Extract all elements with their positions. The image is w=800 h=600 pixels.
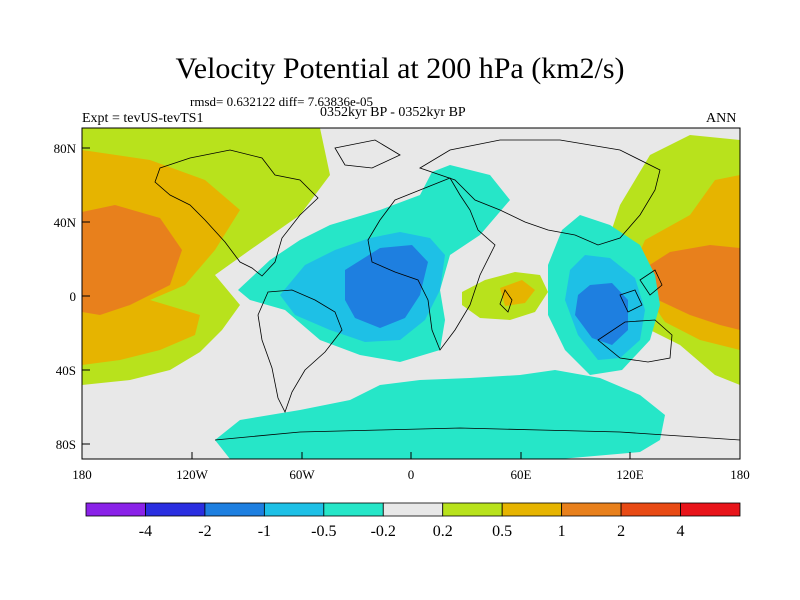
colorbar-label: -4 (139, 523, 152, 540)
pacific-west-strong-positive (82, 205, 182, 315)
colorbar-label: -0.5 (311, 523, 336, 540)
stats-label: rmsd= 0.632122 diff= 7.63836e-05 (190, 94, 374, 109)
lat-tick-label: 40N (54, 215, 77, 230)
lon-tick-label: 60W (289, 467, 315, 482)
lon-tick-label: 180 (730, 467, 750, 482)
southern-ocean-weak-negative (215, 370, 665, 459)
lon-tick-label: 120E (616, 467, 644, 482)
period-label: 0352kyr BP - 0352kyr BP (320, 105, 466, 120)
colorbar (85, 502, 741, 517)
colorbar-swatch (323, 502, 384, 517)
colorbar-swatch (263, 502, 325, 517)
map-title: Velocity Potential at 200 hPa (km2/s) (175, 52, 625, 85)
colorbar-label: 4 (677, 523, 685, 540)
colorbar-labels: -4 -2 -1 -0.5 -0.2 0.2 0.5 1 2 4 (139, 523, 685, 540)
colorbar-swatch (442, 502, 503, 517)
colorbar-label: 1 (558, 523, 566, 540)
colorbar-label: -0.2 (371, 523, 396, 540)
lat-tick-label: 40S (56, 363, 76, 378)
colorbar-swatch (145, 502, 206, 517)
colorbar-swatch (620, 502, 681, 517)
lat-tick-label: 80N (54, 141, 77, 156)
lat-axis: 80N 40N 0 40S 80S (54, 141, 90, 452)
atlantic-africa-strong-negative (345, 245, 428, 328)
colorbar-swatch (85, 502, 146, 517)
colorbar-swatch (680, 502, 741, 517)
lon-axis: 180 120W 60W 0 60E 120E 180 (72, 452, 750, 482)
colorbar-swatch (204, 502, 265, 517)
lon-tick-label: 0 (408, 467, 415, 482)
lon-tick-label: 60E (511, 467, 532, 482)
experiment-label: Expt = tevUS-tevTS1 (82, 111, 204, 126)
colorbar-label: 0.2 (433, 523, 453, 540)
lat-tick-label: 0 (70, 289, 77, 304)
lat-tick-label: 80S (56, 437, 76, 452)
colorbar-label: 0.5 (492, 523, 512, 540)
colorbar-label: -2 (198, 523, 211, 540)
lon-tick-label: 120W (176, 467, 209, 482)
colorbar-label: 2 (617, 523, 625, 540)
colorbar-label: -1 (258, 523, 271, 540)
colorbar-swatch (501, 502, 563, 517)
colorbar-swatch (561, 502, 622, 517)
map-field (82, 128, 740, 459)
coastlines (154, 139, 740, 441)
indian-ocean-strong-negative (575, 283, 628, 345)
lon-tick-label: 180 (72, 467, 92, 482)
madagascar-positive (500, 280, 535, 306)
colorbar-swatch (382, 502, 444, 517)
season-label: ANN (706, 111, 737, 126)
pacific-east-strong-positive (645, 245, 740, 330)
